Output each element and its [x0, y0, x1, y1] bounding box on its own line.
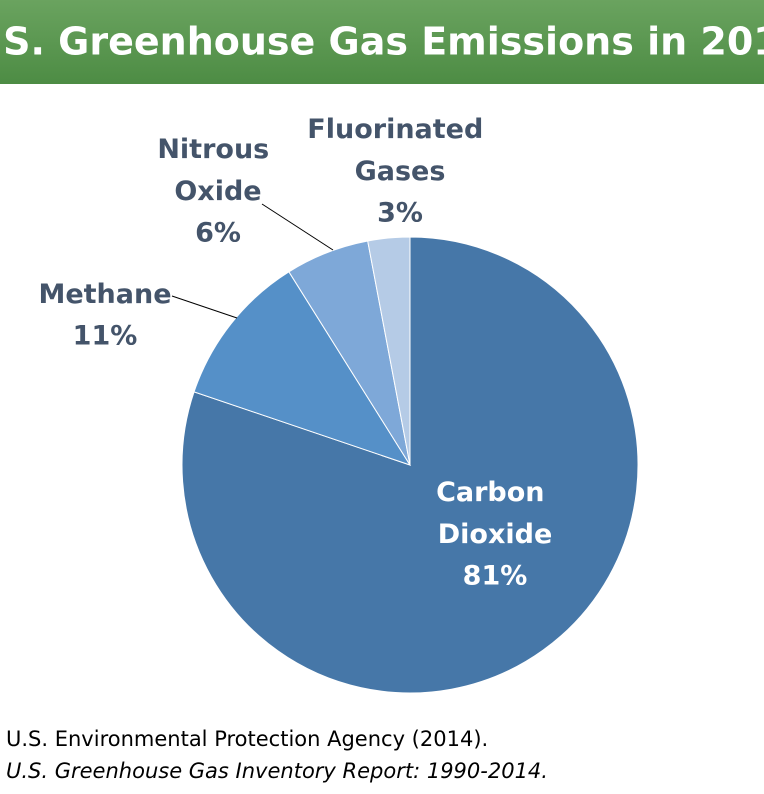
- category-label: Methane: [38, 279, 171, 310]
- category-label-line: Nitrous: [157, 134, 278, 165]
- chart-title: U.S. Greenhouse Gas Emissions in 2014: [0, 20, 764, 64]
- category-label-line: Oxide: [174, 176, 261, 207]
- category-label-line: Fluorinated: [307, 114, 492, 145]
- source-note: U.S. Greenhouse Gas Inventory Report: 19…: [6, 759, 548, 783]
- category-label-line: Gases: [355, 156, 446, 187]
- leader-line: [261, 203, 334, 251]
- leader-line: [171, 295, 238, 319]
- value-label: 6%: [195, 218, 241, 249]
- pie-slice: [181, 236, 639, 694]
- category-label: Carbon Dioxide: [436, 477, 554, 550]
- category-label: Nitrous Oxide: [157, 134, 278, 207]
- value-label: 3%: [377, 198, 423, 229]
- title-banner: [0, 0, 764, 84]
- pie-slice: [193, 271, 412, 466]
- pie-slice: [367, 236, 411, 466]
- source: U.S. Environmental Protection Agency (20…: [6, 727, 488, 751]
- category-label-line: Methane: [38, 279, 171, 310]
- category-label-line: Dioxide: [438, 519, 553, 550]
- value-label: 81%: [463, 561, 528, 592]
- value-label: 11%: [73, 321, 138, 352]
- category-label-line: Carbon: [436, 477, 554, 508]
- category-label: Fluorinated Gases: [307, 114, 492, 187]
